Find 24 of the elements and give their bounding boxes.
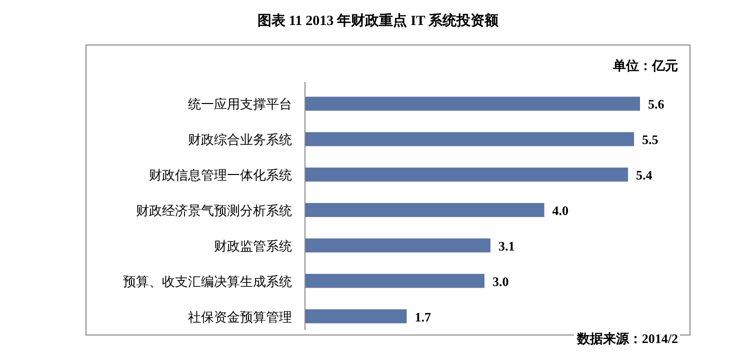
source-note: 数据来源：2014/2 (576, 331, 678, 346)
bar (305, 274, 484, 288)
bar (305, 132, 634, 146)
y-tick-label: 财政信息管理一体化系统 (149, 168, 292, 183)
data-label: 3.0 (492, 274, 509, 289)
data-label: 5.5 (642, 132, 659, 148)
bar (305, 168, 628, 182)
y-tick-label: 预算、收支汇编决算生成系统 (123, 274, 292, 289)
y-tick-label: 财政监管系统 (214, 238, 292, 254)
y-tick-label: 财政综合业务系统 (188, 132, 292, 148)
bar (305, 309, 407, 324)
data-label: 5.4 (636, 168, 653, 183)
data-label: 3.1 (498, 238, 515, 254)
bar (305, 96, 640, 111)
y-tick-label: 财政经济景气预测分析系统 (136, 203, 292, 218)
text: 单位：亿元 (612, 58, 678, 73)
data-label: 1.7 (414, 309, 432, 324)
data-label: 4.0 (552, 203, 569, 218)
y-tick-label: 统一应用支撑平台 (188, 96, 292, 112)
bar (305, 238, 490, 252)
chart-title: 图表 11 2013 年财政重点 IT 系统投资额 (257, 12, 500, 29)
data-label: 5.6 (648, 96, 665, 112)
y-tick-label: 社保资金预算管理 (188, 309, 292, 324)
bar (305, 203, 544, 217)
